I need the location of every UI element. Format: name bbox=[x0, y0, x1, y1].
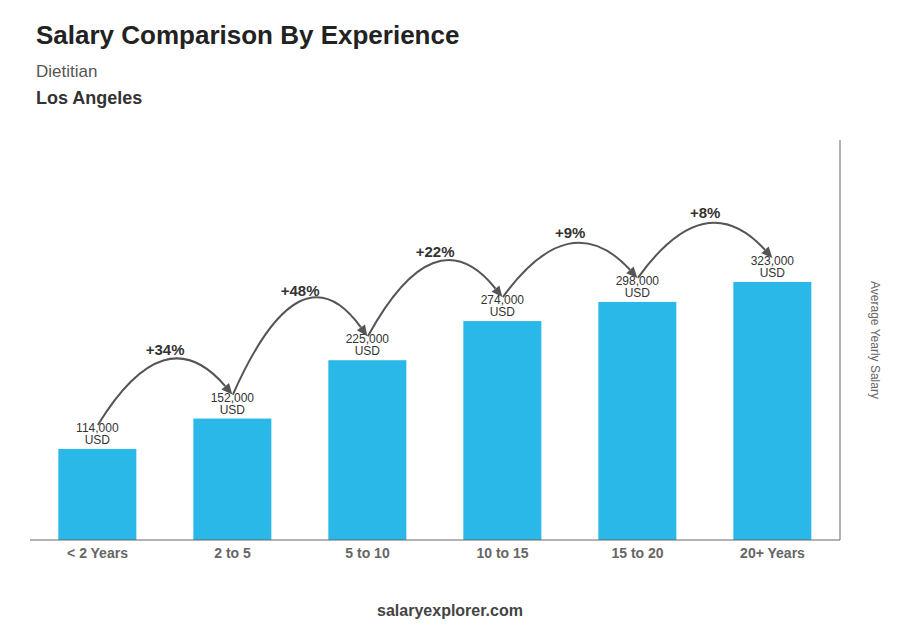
svg-text:298,000USD: 298,000USD bbox=[616, 274, 660, 300]
svg-text:10 to 15: 10 to 15 bbox=[476, 545, 528, 561]
svg-text:323,000USD: 323,000USD bbox=[751, 254, 795, 280]
svg-text:114,000USD: 114,000USD bbox=[76, 421, 119, 447]
svg-text:225,000USD: 225,000USD bbox=[346, 332, 390, 358]
html-text:Salary Comparison By Experienc: Salary Comparison By Experience bbox=[36, 20, 460, 50]
svg-text:+48%: +48% bbox=[281, 282, 320, 299]
svg-text:152,000USD: 152,000USD bbox=[211, 391, 255, 417]
svg-text:+22%: +22% bbox=[416, 243, 455, 260]
svg-text:5 to 10: 5 to 10 bbox=[345, 545, 390, 561]
html-text:Dietitian: Dietitian bbox=[36, 62, 98, 81]
svg-text:+8%: +8% bbox=[690, 204, 720, 221]
svg-text:Average Yearly Salary: Average Yearly Salary bbox=[868, 281, 882, 399]
svg-text:+9%: +9% bbox=[555, 224, 585, 241]
svg-text:< 2 Years: < 2 Years bbox=[67, 545, 128, 561]
svg-text:+34%: +34% bbox=[146, 341, 185, 358]
svg-text:2 to 5: 2 to 5 bbox=[214, 545, 251, 561]
svg-text:274,000USD: 274,000USD bbox=[481, 293, 525, 319]
svg-text:15 to 20: 15 to 20 bbox=[611, 545, 663, 561]
svg-text:20+ Years: 20+ Years bbox=[740, 545, 805, 561]
html-text:salaryexplorer.com: salaryexplorer.com bbox=[377, 602, 523, 619]
html-text:Los Angeles: Los Angeles bbox=[36, 88, 143, 108]
